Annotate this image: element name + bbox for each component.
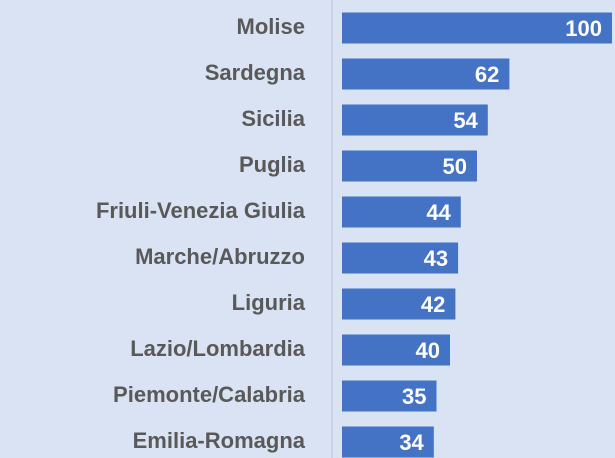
value-label: 62 [475, 62, 499, 87]
value-label: 42 [421, 292, 445, 317]
bar [342, 58, 510, 90]
category-label: Piemonte/Calabria [113, 382, 306, 407]
value-label: 44 [426, 200, 451, 225]
bar [342, 104, 488, 136]
value-label: 43 [424, 246, 448, 271]
value-label: 54 [453, 108, 478, 133]
bar [342, 12, 612, 44]
category-label: Puglia [239, 152, 306, 177]
category-label: Molise [237, 14, 305, 39]
category-label: Marche/Abruzzo [135, 244, 305, 269]
category-label: Sicilia [241, 106, 305, 131]
bar [342, 242, 459, 274]
value-label: 100 [565, 16, 602, 41]
bar [342, 380, 437, 412]
category-label: Friuli-Venezia Giulia [96, 198, 306, 223]
value-label: 35 [402, 384, 426, 409]
value-label: 50 [443, 154, 467, 179]
category-label: Sardegna [205, 60, 306, 85]
category-label: Emilia-Romagna [133, 428, 306, 453]
category-label: Liguria [232, 290, 306, 315]
bar [342, 196, 461, 228]
bar [342, 288, 456, 320]
bar [342, 426, 434, 458]
bar [342, 334, 450, 366]
value-label: 34 [399, 430, 424, 455]
value-label: 40 [416, 338, 440, 363]
bar [342, 150, 477, 182]
category-label: Lazio/Lombardia [130, 336, 306, 361]
